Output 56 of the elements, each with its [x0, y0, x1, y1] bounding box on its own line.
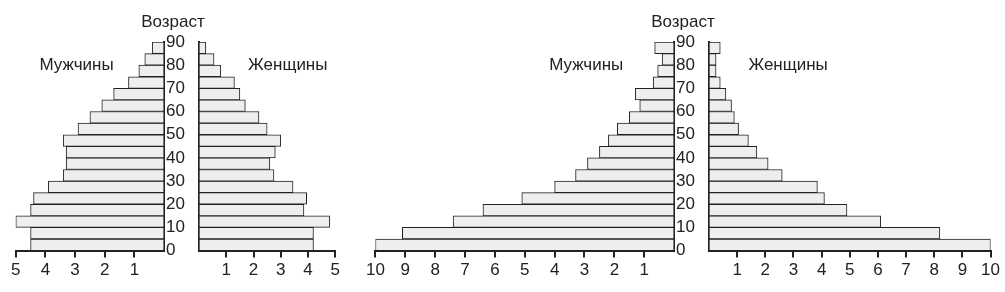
x-tick-label: 4	[816, 260, 827, 280]
x-tick-label: 7	[901, 260, 911, 280]
y-tick-label: 30	[166, 170, 186, 190]
x-tick-label: 5	[330, 260, 341, 280]
y-tick-label: 10	[166, 217, 186, 237]
y-tick-label: 60	[676, 101, 696, 121]
x-tick-label: 6	[490, 260, 500, 280]
y-tick-label: 0	[166, 240, 176, 260]
x-tick-label: 8	[430, 260, 440, 280]
y-axis-title: Возраст	[140, 12, 206, 32]
x-tick-label: 5	[520, 260, 530, 280]
x-tick-label: 1	[129, 260, 140, 280]
x-tick-label: 3	[788, 260, 799, 280]
text: Женщины	[748, 54, 828, 74]
y-tick-label: 70	[166, 78, 186, 98]
y-tick-label: 50	[676, 124, 696, 144]
text: Мужчины	[549, 54, 624, 74]
x-tick-label: 10	[981, 260, 1001, 280]
y-tick-label: 90	[166, 31, 186, 51]
text: Женщины	[248, 54, 328, 74]
x-tick-label: 1	[639, 260, 649, 280]
y-tick-label: 80	[166, 54, 186, 74]
y-tick-label: 0	[676, 240, 686, 260]
y-tick-label: 50	[166, 124, 186, 144]
x-tick-label: 8	[929, 260, 939, 280]
x-tick-label: 2	[760, 260, 771, 280]
y-tick-label: 90	[676, 31, 696, 51]
y-tick-label: 60	[166, 101, 186, 121]
x-tick-label: 1	[732, 260, 742, 280]
x-tick-label: 7	[460, 260, 470, 280]
y-tick-label: 20	[166, 193, 186, 213]
x-tick-label: 9	[957, 260, 968, 280]
x-tick-label: 4	[40, 260, 51, 280]
y-tick-label: 40	[676, 147, 696, 167]
text: Мужчины	[39, 54, 114, 74]
x-tick-label: 1	[221, 260, 231, 280]
x-tick-label: 3	[276, 260, 286, 280]
y-tick-label: 20	[676, 193, 696, 213]
y-tick-label: 10	[676, 217, 696, 237]
x-tick-label: 10	[365, 260, 385, 280]
x-tick-label: 3	[70, 260, 80, 280]
y-tick-label: 80	[676, 54, 696, 74]
y-tick-label: 30	[676, 170, 696, 190]
y-axis-title: Возраст	[650, 12, 716, 32]
x-tick-label: 5	[10, 260, 21, 280]
x-tick-label: 4	[549, 260, 560, 280]
x-tick-label: 4	[303, 260, 313, 280]
y-tick-label: 40	[166, 147, 186, 167]
x-tick-label: 6	[873, 260, 883, 280]
x-tick-label: 9	[400, 260, 411, 280]
x-tick-label: 2	[248, 260, 259, 280]
y-tick-label: 70	[676, 78, 696, 98]
x-tick-label: 2	[609, 260, 620, 280]
x-tick-label: 3	[579, 260, 590, 280]
x-tick-label: 2	[100, 260, 110, 280]
x-tick-label: 5	[845, 260, 855, 280]
